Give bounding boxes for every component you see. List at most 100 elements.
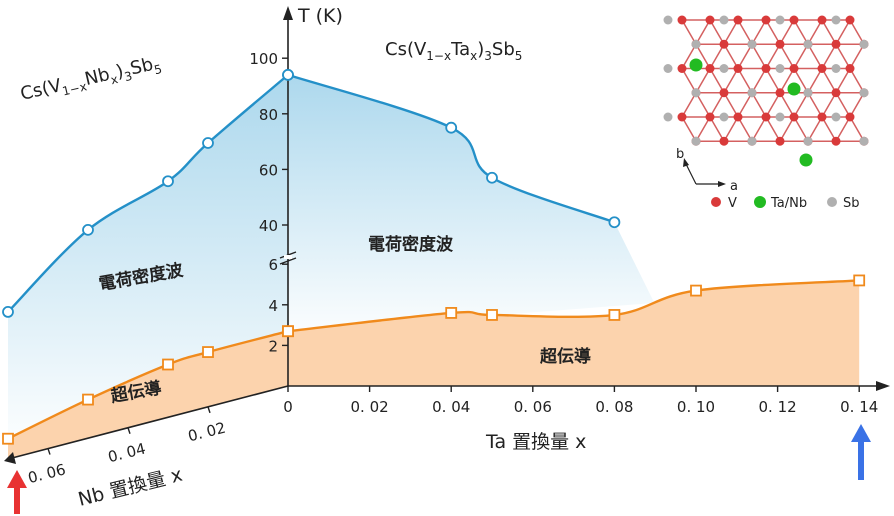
data-point	[445, 121, 458, 134]
lattice-v-atom	[831, 88, 841, 98]
lattice-v-atom	[775, 39, 785, 49]
x-tick-label: 0. 04	[432, 398, 470, 416]
data-point	[608, 216, 621, 229]
axis-break-mark	[279, 257, 297, 265]
sc-region-right	[288, 280, 860, 386]
x-tick-label: 0. 06	[514, 398, 552, 416]
lattice-sb-atom	[747, 39, 757, 49]
formula-nb: Cs(V1−xNbx)3Sb5	[18, 52, 163, 108]
lattice-sb-atom	[747, 136, 757, 146]
legend-dot-v	[711, 197, 721, 207]
legend-label-v: V	[728, 196, 737, 211]
lattice-v-atom	[719, 136, 729, 146]
x-left-tick-label: 0. 02	[186, 419, 227, 446]
blue-arrow-icon	[851, 424, 871, 480]
lattice-sb-atom	[775, 15, 785, 25]
lattice-sb-atom	[719, 63, 729, 73]
cdw-label-right: 電荷密度波	[368, 234, 454, 255]
x-tick-label: 0. 10	[677, 398, 715, 416]
x-tick-label: 0. 08	[595, 398, 633, 416]
lattice-v-atom	[719, 39, 729, 49]
lattice-v-atom	[677, 112, 687, 122]
lattice-v-atom	[705, 112, 715, 122]
y-tick-label: 100	[249, 50, 278, 68]
data-point	[486, 309, 498, 321]
series-line-0	[287, 73, 615, 224]
sc-label-right: 超伝導	[540, 346, 591, 367]
lattice-v-atom	[845, 112, 855, 122]
lattice-v-atom	[761, 63, 771, 73]
lattice-sb-atom	[691, 88, 701, 98]
y-tick-label: 80	[259, 106, 278, 124]
lattice-legend: V Ta/Nb Sb	[711, 196, 860, 211]
data-point	[162, 358, 174, 371]
data-point	[162, 175, 174, 188]
data-point	[202, 137, 214, 149]
lattice-v-atom	[817, 112, 827, 122]
lattice-sb-atom	[803, 88, 813, 98]
data-point	[82, 393, 94, 406]
lattice-sb-atom	[831, 15, 841, 25]
lattice-v-atom	[761, 15, 771, 25]
lattice-axes: a b	[676, 147, 738, 194]
x-left-tick	[207, 406, 211, 414]
lattice-v-atom	[733, 112, 743, 122]
lattice-v-atom	[677, 15, 687, 25]
lattice-sb-atom	[859, 88, 869, 98]
lattice-v-atom	[719, 88, 729, 98]
data-point	[690, 284, 702, 297]
lattice-axis-a: a	[730, 179, 738, 194]
lattice-v-atom	[733, 15, 743, 25]
lattice-tanb-atom	[787, 82, 801, 96]
lattice-sb-atom	[719, 15, 729, 25]
lattice-sb-atom	[663, 112, 673, 122]
lattice-sb-atom	[803, 39, 813, 49]
lattice-v-atom	[761, 112, 771, 122]
x-axis-right-label: Ta 置換量 x	[485, 431, 586, 453]
lattice-v-atom	[733, 63, 743, 73]
lattice-v-atom	[845, 15, 855, 25]
lattice-inset	[663, 15, 869, 167]
red-arrow-icon	[7, 470, 27, 514]
lattice-sb-atom	[719, 112, 729, 122]
cdw-region-left	[8, 74, 288, 439]
lattice-sb-atom	[663, 63, 673, 73]
x-left-tick-label: 0. 04	[106, 440, 147, 467]
lattice-v-atom	[705, 15, 715, 25]
data-point	[853, 274, 866, 287]
cdw-region-right	[288, 74, 655, 332]
lattice-sb-atom	[831, 112, 841, 122]
data-point	[282, 325, 294, 338]
lattice-sb-atom	[831, 63, 841, 73]
lattice-sb-atom	[691, 39, 701, 49]
data-point	[445, 307, 458, 319]
lattice-axis-b: b	[676, 147, 684, 162]
x-tick-label: 0	[283, 398, 293, 416]
lattice-tanb-atom	[689, 58, 703, 72]
x-left-tick	[127, 427, 131, 434]
lattice-v-atom	[817, 15, 827, 25]
legend-dot-tanb	[754, 196, 766, 208]
x-tick-label: 0. 12	[759, 398, 797, 416]
formula-ta: Cs(V1−xTax)3Sb5	[385, 39, 522, 63]
x-tick-label: 0. 14	[840, 398, 878, 416]
lattice-v-atom	[845, 63, 855, 73]
x-left-tick	[47, 448, 51, 455]
y-tick-label: 4	[268, 297, 278, 315]
y-tick-label: 6	[268, 256, 278, 274]
legend-label-sb: Sb	[843, 196, 860, 211]
lattice-sb-atom	[775, 112, 785, 122]
data-point	[486, 171, 498, 184]
x-left-tick-label: 0. 06	[26, 460, 67, 487]
lattice-sb-atom	[859, 136, 869, 146]
legend-label-tanb: Ta/Nb	[770, 196, 807, 211]
lattice-v-atom	[789, 112, 799, 122]
data-point	[608, 309, 621, 321]
lattice-sb-atom	[859, 39, 869, 49]
data-point	[2, 432, 14, 445]
lattice-v-atom	[677, 63, 687, 73]
sc-region-left	[8, 331, 288, 460]
y-tick-label: 2	[268, 337, 278, 355]
x-axis-left	[11, 385, 289, 459]
lattice-v-atom	[817, 63, 827, 73]
